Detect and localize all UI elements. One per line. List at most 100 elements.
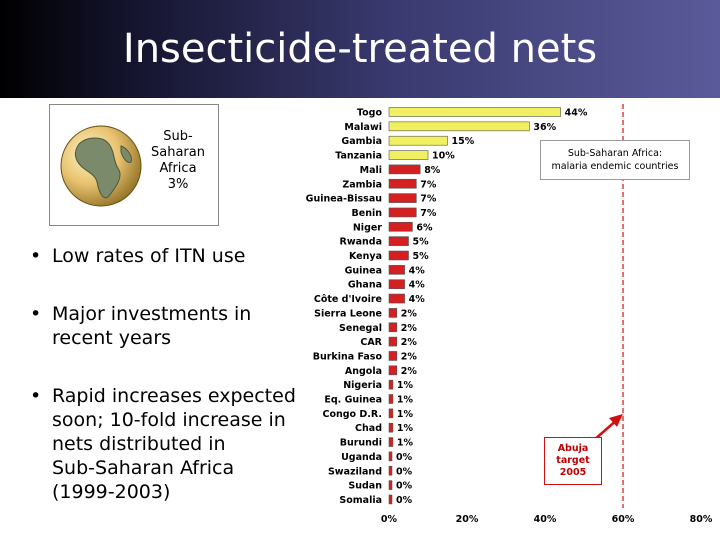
- category-label: Nigeria: [343, 380, 382, 391]
- bullet-text: Major investments in: [52, 303, 252, 325]
- bar: [388, 178, 417, 189]
- slide-title: Insecticide-treated nets: [122, 26, 598, 72]
- value-label: 5%: [413, 237, 430, 248]
- bar: [388, 308, 398, 318]
- value-label: 2%: [401, 308, 418, 319]
- category-label: Côte d'Ivoire: [314, 294, 382, 305]
- category-label: Somalia: [339, 495, 382, 506]
- value-label: 7%: [420, 208, 437, 219]
- value-label: 7%: [420, 194, 437, 205]
- bullet-text: (1999-2003): [52, 481, 171, 503]
- value-label: 0%: [396, 452, 413, 463]
- bar: [388, 336, 398, 347]
- value-label: 2%: [401, 351, 418, 362]
- bar: [388, 121, 530, 132]
- value-label: 2%: [401, 337, 418, 348]
- bar: [388, 222, 413, 232]
- bullet-item: • Low rates of ITN use: [30, 244, 310, 268]
- x-tick-label: 20%: [456, 514, 479, 525]
- value-label: 15%: [452, 136, 475, 147]
- bar: [388, 365, 398, 376]
- category-label: Mali: [360, 165, 382, 176]
- value-label: 0%: [396, 481, 413, 492]
- bullet-icon: •: [30, 245, 42, 267]
- legend-text: Sub-Saharan Africa:: [567, 148, 663, 159]
- bar: [388, 107, 561, 117]
- value-label: 6%: [416, 222, 433, 233]
- value-label: 4%: [409, 294, 426, 305]
- globe-label-line: Saharan: [151, 145, 205, 160]
- globe-label-line: Sub-: [163, 129, 193, 144]
- bullet-item: • Major investments in recent years: [30, 302, 310, 350]
- category-label: Ghana: [348, 280, 382, 291]
- category-label: Uganda: [341, 452, 382, 463]
- value-label: 4%: [409, 265, 426, 276]
- category-label: Eq. Guinea: [324, 395, 382, 406]
- bar: [388, 322, 398, 333]
- bar: [388, 150, 429, 160]
- category-label: Guinea-Bissau: [306, 194, 382, 205]
- category-label: Togo: [357, 108, 383, 119]
- category-label: Niger: [353, 222, 382, 233]
- bar: [388, 465, 393, 476]
- category-label: Swaziland: [328, 466, 382, 477]
- bar: [388, 293, 405, 304]
- category-label: Zambia: [342, 179, 382, 190]
- globe-label-line: Africa: [159, 161, 197, 176]
- x-tick-label: 40%: [534, 514, 557, 525]
- bar: [388, 164, 421, 175]
- bullet-text: Rapid increases expected: [52, 385, 296, 407]
- bar: [388, 207, 417, 218]
- globe-label: Sub- Saharan Africa 3%: [140, 129, 216, 193]
- value-label: 8%: [424, 165, 441, 176]
- bar: [388, 135, 448, 146]
- bullet-text: recent years: [52, 327, 172, 349]
- category-label: Chad: [355, 423, 382, 434]
- category-label: Congo D.R.: [323, 409, 383, 420]
- bar: [388, 494, 393, 505]
- bar: [388, 451, 393, 462]
- value-label: 1%: [397, 409, 414, 420]
- value-label: 0%: [396, 466, 413, 477]
- category-label: Gambia: [341, 136, 382, 147]
- bullet-text: soon; 10-fold increase in: [52, 409, 286, 431]
- category-label: Burkina Faso: [313, 351, 383, 362]
- target-label-text: Abuja: [557, 443, 589, 454]
- value-label: 1%: [397, 423, 414, 434]
- bar: [388, 480, 393, 490]
- value-label: 1%: [397, 395, 414, 406]
- bar: [388, 250, 409, 261]
- target-label-text: target: [556, 455, 590, 466]
- bullet-text: nets distributed in: [52, 433, 226, 455]
- bar: [388, 408, 394, 419]
- bar: [388, 193, 417, 203]
- category-label: Rwanda: [340, 237, 382, 248]
- category-label: Malawi: [344, 122, 382, 133]
- bullet-icon: •: [30, 385, 42, 407]
- value-label: 2%: [401, 366, 418, 377]
- category-label: Sudan: [348, 481, 382, 492]
- chart-legend: Sub-Saharan Africa: malaria endemic coun…: [540, 140, 690, 180]
- bar: [388, 265, 405, 275]
- bullet-item: • Rapid increases expected soon; 10-fold…: [30, 384, 310, 504]
- bullet-icon: •: [30, 303, 42, 325]
- bullet-text: Sub-Saharan Africa: [52, 457, 235, 479]
- target-arrowhead: [609, 414, 623, 427]
- globe-icon: [60, 125, 142, 207]
- x-tick-label: 60%: [612, 514, 635, 525]
- category-label: Kenya: [349, 251, 382, 262]
- globe-panel: Sub- Saharan Africa 3%: [49, 104, 219, 226]
- title-bar: Insecticide-treated nets: [0, 0, 720, 98]
- value-label: 4%: [409, 280, 426, 291]
- value-label: 5%: [413, 251, 430, 262]
- category-label: Tanzania: [335, 151, 382, 162]
- value-label: 1%: [397, 380, 414, 391]
- category-label: Sierra Leone: [314, 308, 382, 319]
- bar: [388, 379, 394, 390]
- bar: [388, 279, 405, 290]
- value-label: 36%: [533, 122, 556, 133]
- category-label: Burundi: [340, 438, 382, 449]
- category-label: Benin: [352, 208, 383, 219]
- bullet-list: • Low rates of ITN use • Major investmen…: [30, 244, 310, 538]
